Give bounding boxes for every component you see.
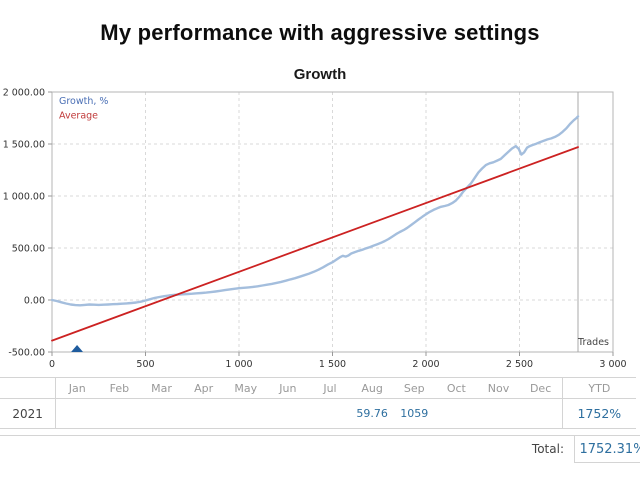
month-header-cell: Jan (55, 377, 99, 399)
x-axis-tick-label: 3 000 (599, 359, 626, 370)
table-year-row: 2021 59.76 1059 1752% (0, 398, 636, 429)
total-value: 1752.31% (574, 435, 640, 463)
total-row-table: Total: 1752.31% (0, 435, 640, 463)
chart-title: Growth (293, 66, 347, 83)
month-value-cell: 59.76 (351, 398, 394, 429)
year-cell: 2021 (0, 398, 57, 429)
legend-growth-label: Growth, % (59, 96, 108, 107)
month-value-cell (477, 398, 520, 429)
table-header-row: Jan Feb Mar Apr May Jun Jul Aug Sep Oct Nov Dec YTD (0, 377, 636, 399)
month-value-cell (519, 398, 563, 429)
growth-line (50, 115, 580, 307)
x-axis-tick-label: 1 000 (225, 359, 252, 370)
y-axis-tick-label: 2 000.00 (3, 88, 45, 99)
legend-average-label: Average (59, 111, 98, 122)
growth-chart: 2 000.00 1 500.00 1 000.00 500.00 0.00 -500.0… (3, 88, 627, 371)
month-header-cell: Aug (351, 377, 394, 399)
total-row: Total: 1752.31% (0, 435, 640, 463)
x-axis-tick-label: 2 000 (412, 359, 439, 370)
ytd-value-cell: 1752% (561, 398, 636, 429)
y-axis-tick-label: -500.00 (8, 348, 45, 359)
month-header-cell: Dec (519, 377, 563, 399)
month-value-cell (308, 398, 352, 429)
month-header-cell: Sep (393, 377, 436, 399)
month-value-cell (435, 398, 478, 429)
month-header-cell: May (224, 377, 267, 399)
y-axis-tick-label: 500.00 (12, 244, 45, 255)
total-label: Total: (0, 435, 575, 463)
y-axis-tick-label: 1 500.00 (3, 140, 45, 151)
x-axis-tick-label: 0 (49, 359, 55, 370)
month-value-cell (140, 398, 183, 429)
month-value-cell (266, 398, 309, 429)
x-axis-tick-label: 500 (136, 359, 154, 370)
y-axis-tick-label: 1 000.00 (3, 192, 45, 203)
monthly-performance-table: Jan Feb Mar Apr May Jun Jul Aug Sep Oct Nov Dec YTD … (0, 377, 636, 429)
month-header-cell: Oct (435, 377, 478, 399)
month-value-cell (224, 398, 267, 429)
month-header-cell: Jun (266, 377, 309, 399)
month-value-cell (98, 398, 141, 429)
month-header-cell: Feb (98, 377, 141, 399)
month-header-cell: Nov (477, 377, 520, 399)
month-value-cell (55, 398, 99, 429)
month-header-cell: Jul (308, 377, 352, 399)
page-title: My performance with aggressive settings (100, 20, 540, 45)
month-value-cell (182, 398, 225, 429)
average-line (51, 146, 579, 342)
month-header-cell: Apr (182, 377, 225, 399)
drawdown-marker-icon (71, 345, 84, 352)
x-axis-tick-label: 2 500 (506, 359, 533, 370)
month-header-cell: Mar (140, 377, 183, 399)
trades-axis-label: Trades (577, 337, 609, 348)
year-header-cell (0, 377, 57, 399)
y-axis-tick-label: 0.00 (24, 296, 45, 307)
ytd-header-cell: YTD (561, 377, 636, 399)
x-axis-tick-label: 1 500 (319, 359, 346, 370)
month-value-cell: 1059 (393, 398, 436, 429)
